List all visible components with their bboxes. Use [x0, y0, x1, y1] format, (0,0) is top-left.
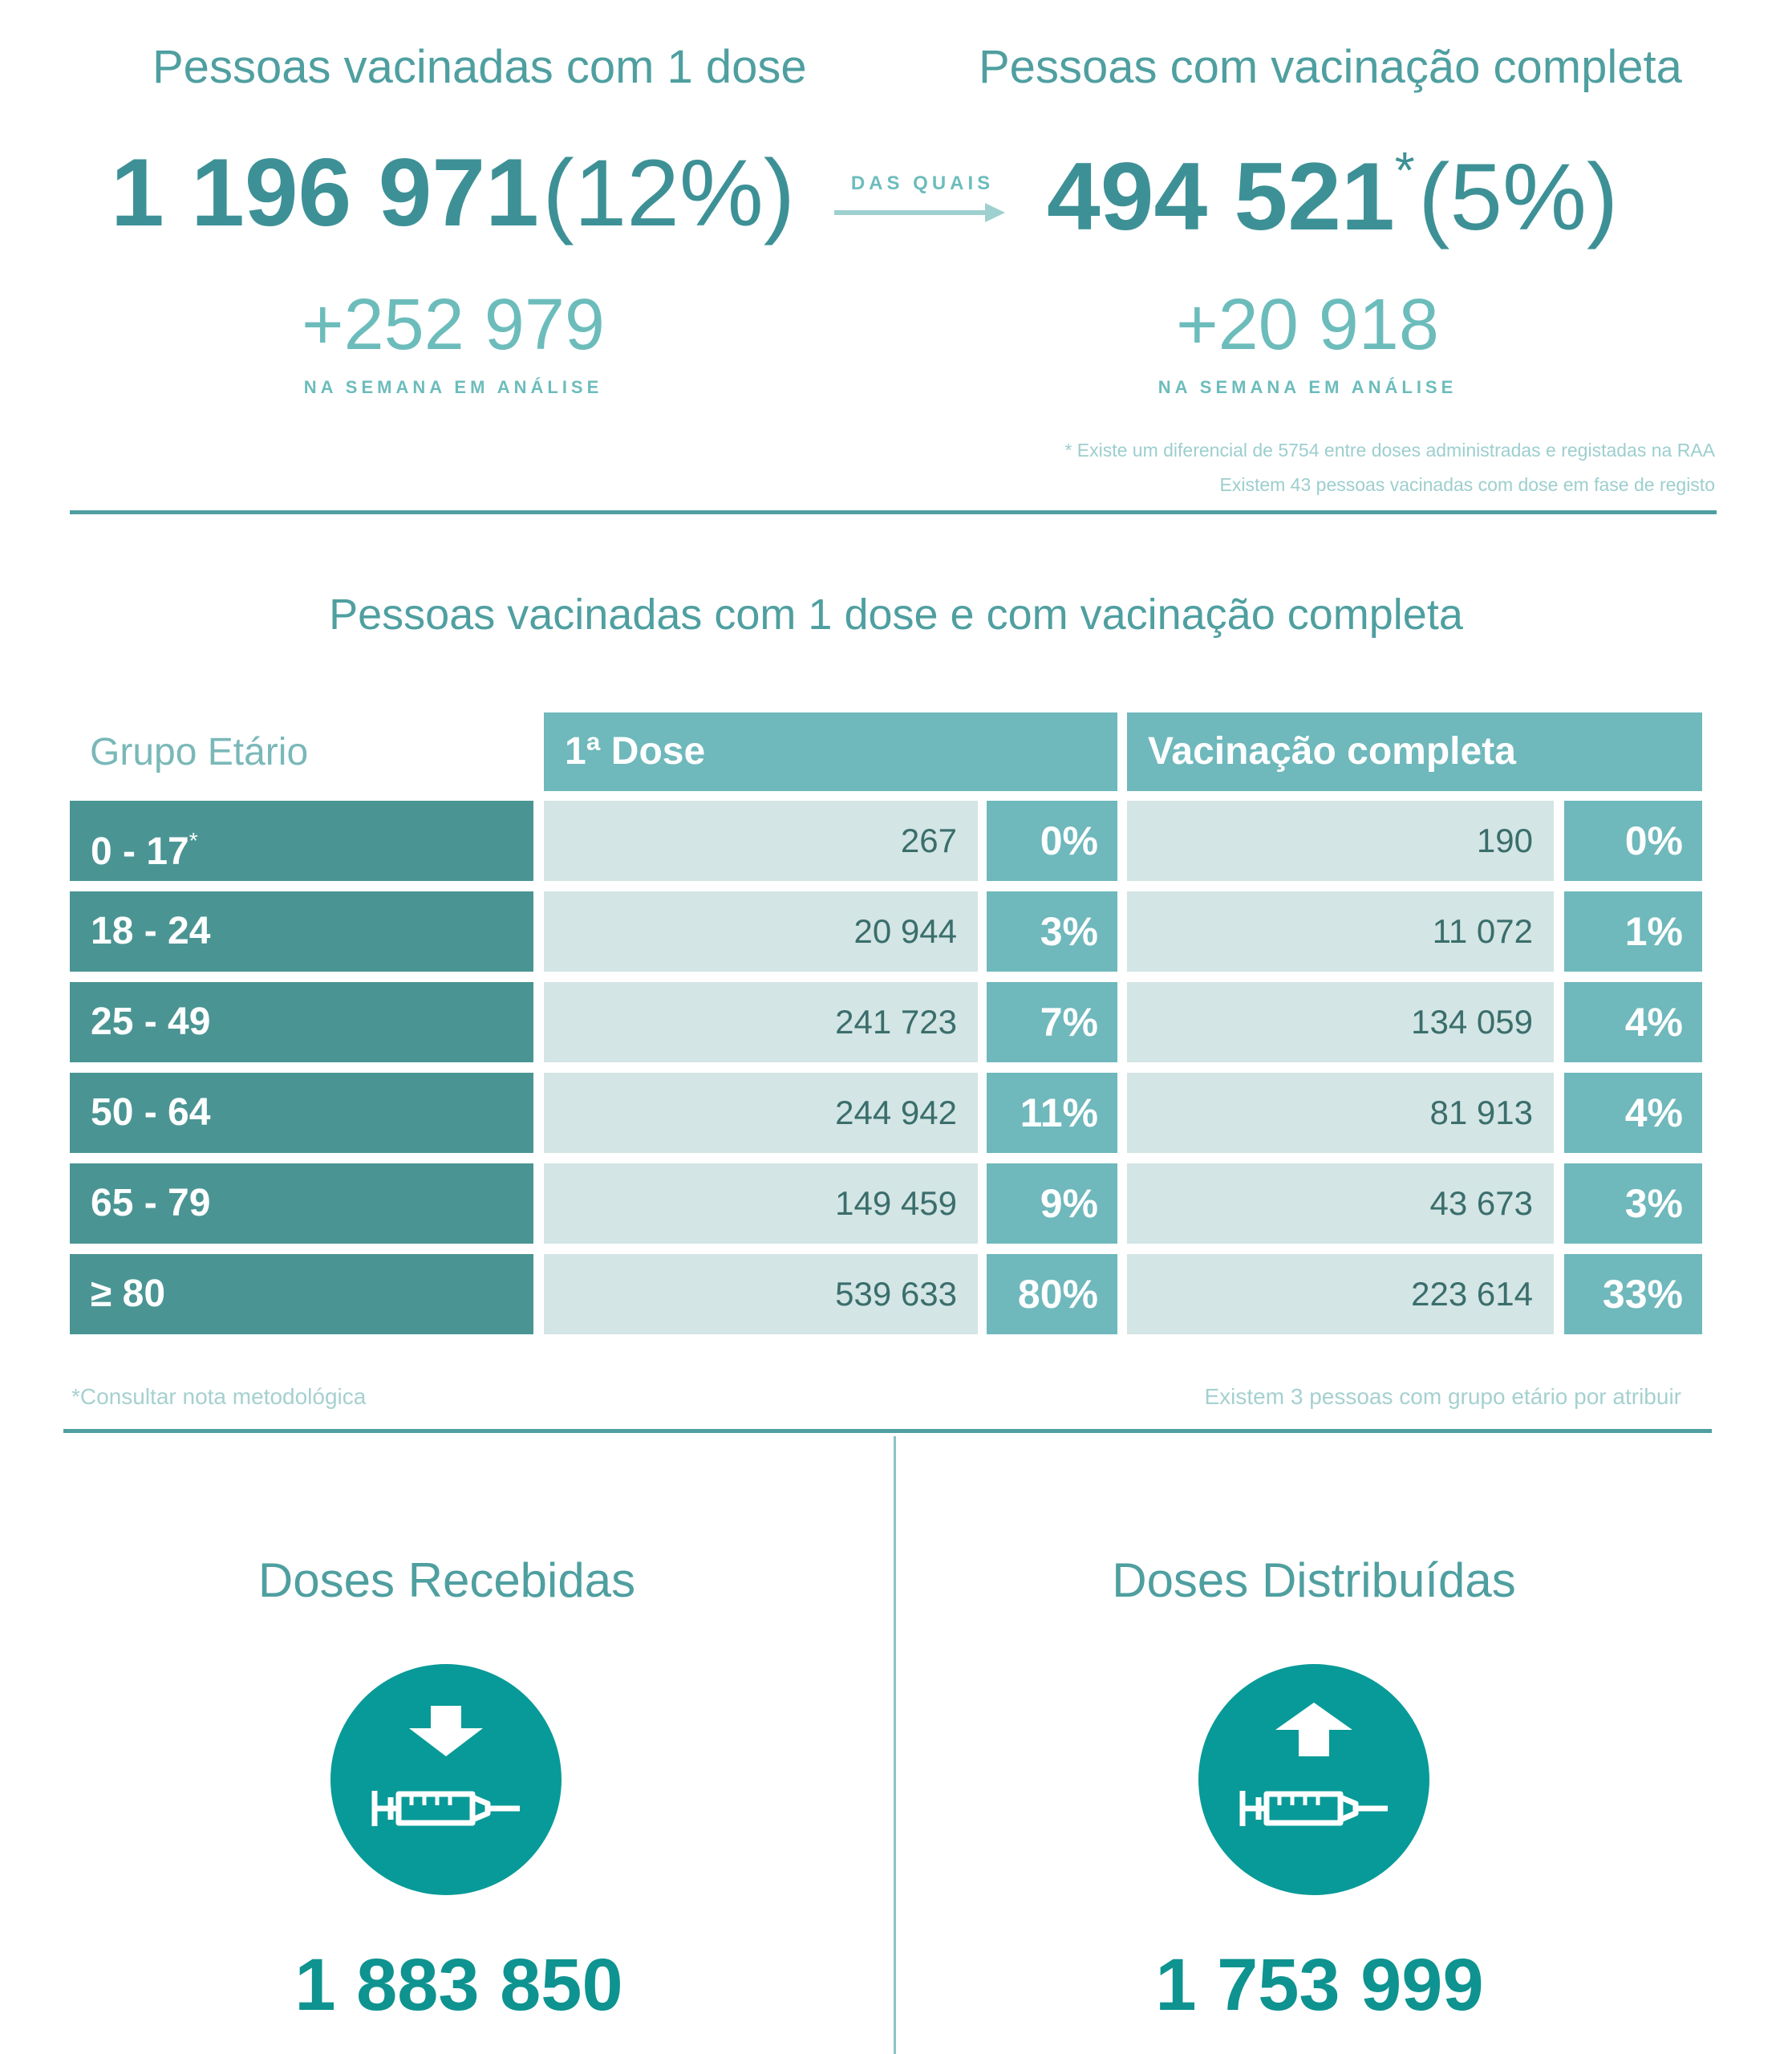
table-row: 18 - 24 20 944 3% 11 072 1%: [0, 891, 1792, 972]
table-title: Pessoas vacinadas com 1 dose e com vacin…: [329, 591, 1463, 639]
complete-pct: 1%: [1564, 891, 1702, 972]
first-dose-pct: 3%: [987, 891, 1117, 972]
first-dose-count: 267: [544, 801, 978, 881]
complete-count: 81 913: [1127, 1073, 1554, 1153]
age-group-cell: 0 - 17*: [70, 801, 533, 881]
first-dose-pct: 80%: [987, 1254, 1117, 1334]
table-row: 65 - 79 149 459 9% 43 673 3%: [0, 1163, 1792, 1244]
complete-percent: (5%): [1418, 144, 1619, 250]
complete-pct: 4%: [1564, 1073, 1702, 1153]
first-dose-delta: +252 979: [302, 285, 605, 365]
arrow-right-icon: [834, 203, 1005, 222]
first-dose-percent: (12%): [542, 140, 796, 246]
footnote-differential: * Existe um diferencial de 5754 entre do…: [1064, 440, 1715, 461]
header-complete: Vacinação completa: [1127, 712, 1702, 791]
first-dose-count: 20 944: [544, 891, 978, 972]
complete-count: 190: [1127, 801, 1554, 881]
first-dose-title: Pessoas vacinadas com 1 dose: [152, 41, 807, 93]
age-group-label: 65 - 79: [91, 1182, 211, 1224]
first-dose-count: 149 459: [544, 1163, 978, 1244]
complete-pct: 0%: [1564, 801, 1702, 881]
syringe-down-arrow-icon: [371, 1706, 520, 1826]
divider-top: [70, 510, 1717, 514]
age-group-label: 50 - 64: [91, 1091, 211, 1134]
first-dose-value: 1 196 971: [111, 139, 539, 246]
doses-distributed-title: Doses Distribuídas: [1112, 1553, 1516, 1607]
age-group-footnote-mark: *: [189, 828, 198, 853]
table-row: ≥ 80 539 633 80% 223 614 33%: [0, 1254, 1792, 1334]
complete-pct: 33%: [1564, 1254, 1702, 1334]
syringe-up-arrow-icon: [1239, 1703, 1388, 1826]
age-group-cell: 18 - 24: [70, 891, 533, 972]
doses-distributed-value: 1 753 999: [1155, 1944, 1484, 2026]
first-dose-pct: 11%: [987, 1073, 1117, 1153]
complete-week-label: NA SEMANA EM ANÁLISE: [1158, 377, 1458, 397]
first-dose-total: 1 196 971 (12%): [111, 144, 795, 241]
complete-value: 494 521: [1047, 143, 1395, 250]
header-first-dose: 1ª Dose: [544, 712, 1117, 791]
first-dose-week-label: NA SEMANA EM ANÁLISE: [303, 377, 603, 397]
complete-asterisk: *: [1394, 141, 1415, 199]
age-group-cell: ≥ 80: [70, 1254, 533, 1334]
arrow-label: DAS QUAIS: [850, 173, 995, 194]
first-dose-pct: 9%: [987, 1163, 1117, 1244]
age-group-cell: 25 - 49: [70, 982, 533, 1062]
complete-pct: 3%: [1564, 1163, 1702, 1244]
first-dose-pct: 7%: [987, 982, 1117, 1062]
doses-received-title: Doses Recebidas: [257, 1553, 636, 1607]
divider-middle: [63, 1429, 1712, 1433]
age-group-label: 0 - 17: [91, 830, 189, 873]
complete-count: 11 072: [1127, 891, 1554, 972]
unassigned-age-note: Existem 3 pessoas com grupo etário por a…: [1204, 1384, 1682, 1409]
complete-count: 134 059: [1127, 982, 1554, 1062]
complete-count: 43 673: [1127, 1163, 1554, 1244]
methodology-note: *Consultar nota metodológica: [71, 1384, 367, 1409]
age-group-cell: 50 - 64: [70, 1073, 533, 1153]
table-row: 0 - 17* 267 0% 190 0%: [0, 801, 1792, 881]
footnote-registration: Existem 43 pessoas vacinadas com dose em…: [1219, 474, 1716, 495]
first-dose-count: 539 633: [544, 1254, 978, 1334]
complete-pct: 4%: [1564, 982, 1702, 1062]
complete-count: 223 614: [1127, 1254, 1554, 1334]
doses-received-value: 1 883 850: [294, 1944, 623, 2026]
table-row: 25 - 49 241 723 7% 134 059 4%: [0, 982, 1792, 1062]
complete-total: 494 521* (5%): [1047, 144, 1618, 245]
age-group-label: 25 - 49: [91, 1001, 211, 1043]
table-row: 50 - 64 244 942 11% 81 913 4%: [0, 1073, 1792, 1153]
first-dose-count: 244 942: [544, 1073, 978, 1153]
header-age-group: Grupo Etário: [90, 731, 309, 773]
doses-distributed-circle: [1198, 1664, 1429, 1895]
divider-vertical: [894, 1436, 896, 2054]
age-group-cell: 65 - 79: [70, 1163, 533, 1244]
age-group-label: 18 - 24: [91, 910, 211, 952]
complete-title: Pessoas com vacinação completa: [979, 41, 1682, 93]
complete-delta: +20 918: [1176, 285, 1439, 365]
first-dose-pct: 0%: [987, 801, 1117, 881]
first-dose-count: 241 723: [544, 982, 978, 1062]
doses-received-circle: [330, 1664, 562, 1895]
age-group-label: ≥ 80: [91, 1273, 166, 1315]
